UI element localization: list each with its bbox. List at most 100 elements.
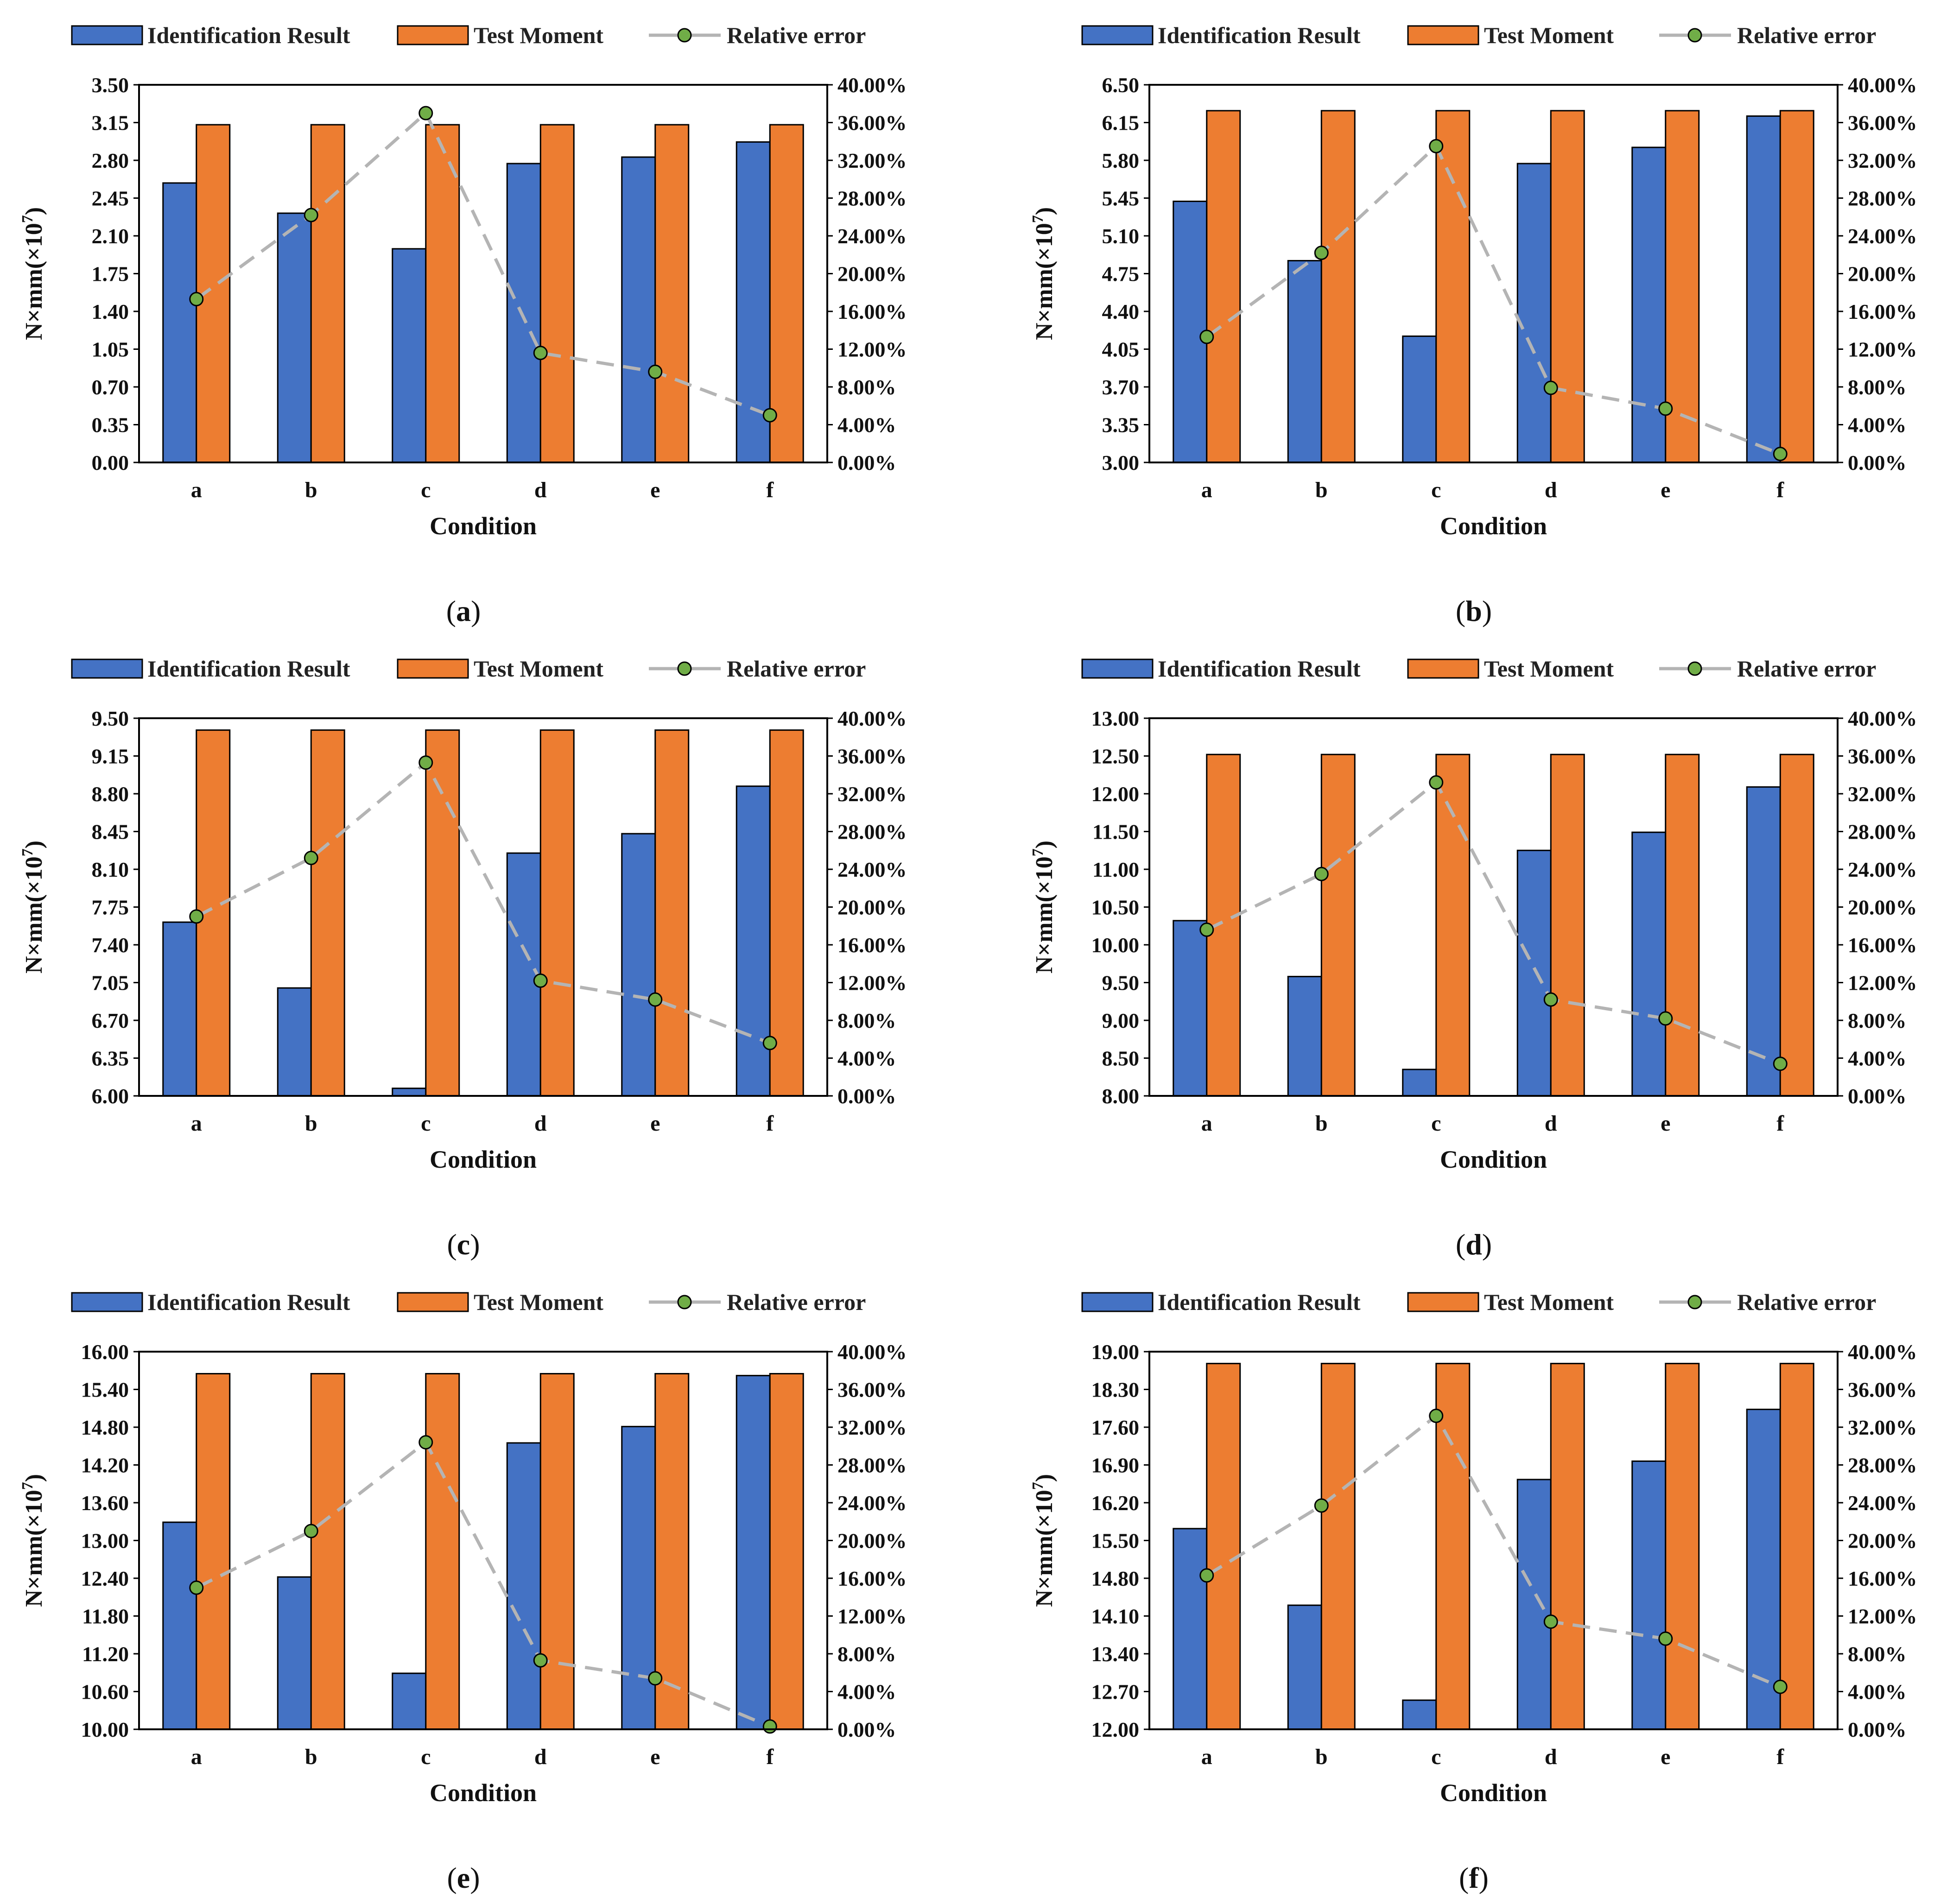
legend-label-relative-error: Relative error	[1737, 656, 1876, 682]
bar-identification-c	[392, 1672, 427, 1730]
x-tick-label: c	[1431, 1111, 1441, 1136]
y2-tick-label: 16.00%	[837, 933, 907, 957]
bar-test-moment-b	[1320, 1363, 1356, 1730]
y2-tick-label: 32.00%	[1848, 782, 1917, 806]
y-axis-label: N×mm(×107)	[19, 1474, 47, 1607]
plot-frame	[1148, 1351, 1839, 1730]
bar-test-moment-d	[539, 1373, 575, 1730]
bar-test-moment-b	[1320, 753, 1356, 1097]
point-relative-error-b	[1314, 867, 1329, 881]
bar-identification-d	[506, 852, 541, 1097]
point-relative-error-a	[189, 292, 204, 307]
y2-tick-label: 8.00%	[1848, 1009, 1907, 1032]
y2-tick-label: 20.00%	[1848, 896, 1917, 919]
point-relative-error-b	[304, 208, 318, 222]
y2-tick-label: 40.00%	[1848, 1340, 1917, 1364]
legend-label-identification: Identification Result	[1158, 656, 1361, 682]
y2-tick-label: 20.00%	[837, 1529, 907, 1553]
y2-tick-label: 32.00%	[837, 149, 907, 172]
y2-tick-label: 24.00%	[837, 224, 907, 248]
panel-caption: (a)	[446, 595, 481, 627]
legend-label-relative-error: Relative error	[1737, 1289, 1876, 1315]
y2-tick-label: 28.00%	[1848, 820, 1917, 844]
y2-tick-label: 4.00%	[1848, 1047, 1907, 1070]
line-relative-error	[1205, 143, 1781, 455]
bar-identification-e	[621, 1426, 656, 1730]
legend-swatch-test-moment	[397, 25, 469, 45]
bar-test-moment-a	[1206, 110, 1241, 463]
y-tick-label: 7.40	[92, 933, 129, 957]
x-tick-label: c	[421, 478, 431, 502]
y2-tick-label: 0.00%	[1848, 451, 1907, 474]
bar-identification-a	[162, 182, 197, 463]
y2-tick-label: 32.00%	[1848, 1416, 1917, 1439]
panel-caption: (d)	[1456, 1228, 1492, 1261]
bar-identification-c	[1402, 335, 1437, 463]
y-tick-label: 8.50	[1102, 1047, 1140, 1070]
bar-identification-b	[277, 1576, 312, 1730]
x-tick-label: a	[1201, 1745, 1212, 1769]
x-tick-label: b	[1315, 1111, 1328, 1136]
bar-test-moment-a	[196, 1373, 231, 1730]
y-tick-label: 1.40	[92, 300, 129, 323]
y-tick-label: 14.80	[81, 1416, 129, 1439]
bar-identification-d	[1516, 1479, 1552, 1730]
y2-tick-label: 16.00%	[1848, 1567, 1917, 1590]
y-tick-label: 19.00	[1091, 1340, 1140, 1364]
point-relative-error-f	[1773, 447, 1788, 462]
legend-label-test-moment: Test Moment	[474, 22, 603, 48]
plot-frame	[1148, 84, 1839, 463]
legend-label-identification: Identification Result	[147, 656, 350, 682]
y2-tick-label: 32.00%	[837, 782, 907, 806]
y-tick-label: 9.15	[92, 745, 129, 768]
y-tick-label: 5.80	[1102, 149, 1140, 172]
y-tick-label: 14.80	[1091, 1567, 1140, 1590]
y2-tick-label: 36.00%	[837, 111, 907, 135]
y-tick-label: 5.45	[1102, 187, 1140, 210]
point-relative-error-a	[189, 909, 204, 924]
y-tick-label: 12.50	[1091, 745, 1140, 768]
bar-test-moment-b	[310, 1373, 345, 1730]
point-relative-error-e	[1658, 1011, 1673, 1026]
y-axis-label: N×mm(×107)	[1029, 1474, 1058, 1607]
bar-test-moment-e	[1665, 753, 1700, 1097]
bar-test-moment-f	[769, 729, 804, 1097]
y-axis-label-exponent: 7	[1029, 848, 1046, 856]
y-axis-label: N×mm(×107)	[19, 841, 47, 974]
legend: Identification Result Test Moment Relative…	[1081, 656, 1876, 682]
y-tick-label: 12.00	[1091, 1718, 1140, 1741]
y-axis-label-exponent: 7	[1029, 1482, 1046, 1490]
panel-caption-letter: d	[1465, 1228, 1482, 1261]
bar-test-moment-b	[310, 124, 345, 463]
y2-tick-label: 12.00%	[837, 338, 907, 361]
bar-identification-d	[1516, 849, 1552, 1097]
bar-identification-a	[162, 1521, 197, 1730]
y2-tick-label: 24.00%	[1848, 1491, 1917, 1515]
y-tick-label: 6.00	[92, 1084, 129, 1108]
legend-label-test-moment: Test Moment	[474, 656, 603, 682]
y-tick-label: 6.70	[92, 1009, 129, 1032]
legend-label-identification: Identification Result	[1158, 1289, 1361, 1315]
y2-tick-label: 20.00%	[1848, 262, 1917, 286]
y2-tick-label: 8.00%	[1848, 1642, 1907, 1666]
legend-swatch-identification	[71, 25, 143, 45]
y2-tick-label: 20.00%	[1848, 1529, 1917, 1553]
y2-tick-label: 16.00%	[1848, 933, 1917, 957]
legend-label-test-moment: Test Moment	[1484, 22, 1614, 48]
y-tick-label: 8.80	[92, 782, 129, 806]
y-tick-label: 12.70	[1091, 1680, 1140, 1704]
x-tick-label: c	[1431, 1745, 1441, 1769]
bar-identification-a	[162, 921, 197, 1097]
x-tick-label: c	[1431, 478, 1441, 502]
legend-label-identification: Identification Result	[1158, 22, 1361, 48]
y-axis-label-tail: )	[1031, 841, 1058, 848]
legend-swatch-test-moment	[397, 1292, 469, 1312]
y-axis-label-exponent: 7	[19, 848, 36, 856]
bar-identification-f	[736, 785, 771, 1097]
bar-test-moment-e	[654, 729, 690, 1097]
bar-identification-e	[1631, 831, 1667, 1097]
point-relative-error-e	[648, 1671, 663, 1686]
panel-caption-letter: f	[1469, 1861, 1479, 1894]
x-tick-label: b	[1315, 1745, 1328, 1769]
y-tick-label: 2.80	[92, 149, 129, 172]
